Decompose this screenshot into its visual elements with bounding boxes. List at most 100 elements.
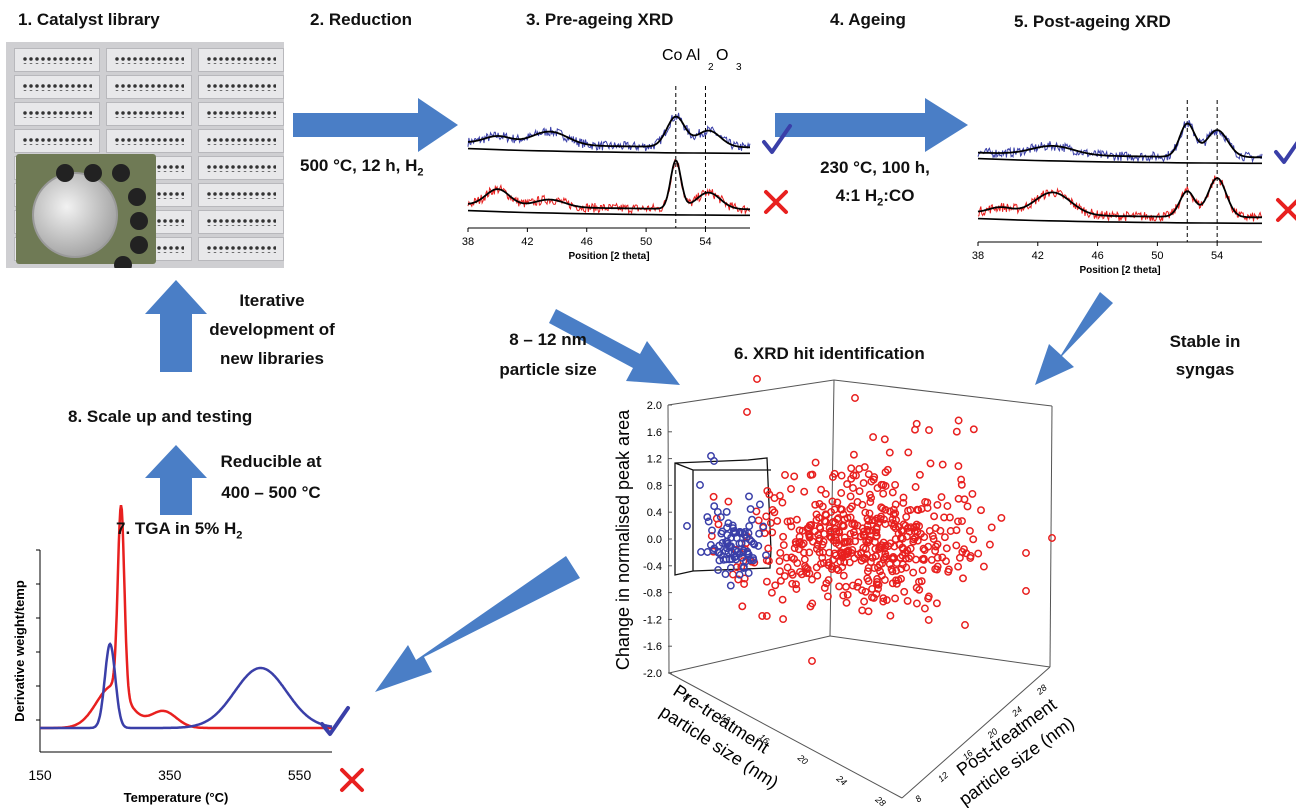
data-point-red (839, 539, 848, 547)
data-point-red (915, 585, 924, 594)
plate (14, 48, 100, 72)
x-tick-label: 46 (581, 236, 593, 248)
tga-trace-red (40, 504, 332, 730)
data-point-red (899, 493, 908, 502)
tga-trace-blue (40, 642, 333, 730)
check-icon (1274, 141, 1296, 164)
data-point-red (915, 577, 923, 586)
xrd-hit-scatter-3d: 2.0 1.6 1.2 0.8 0.4 0.0 -0.4 -0.8 -1.2 -1.6 -2.0 8 1… (613, 375, 1078, 808)
data-point-red (936, 526, 945, 535)
xrd-baseline (467, 147, 750, 155)
data-point-blue (715, 556, 724, 565)
plate (14, 75, 100, 99)
data-point-red (860, 553, 869, 562)
data-point-red (932, 599, 941, 608)
data-point-red (931, 546, 940, 555)
data-point-red (872, 580, 881, 589)
data-point-red (933, 500, 942, 509)
z-tick-label: -2.0 (643, 668, 662, 680)
data-point-red (891, 594, 900, 603)
data-point-red (906, 552, 915, 561)
stable-note: Stable in syngas (1169, 332, 1241, 379)
data-point-red (963, 502, 972, 511)
data-point-blue (739, 562, 748, 571)
data-point-red (942, 557, 950, 566)
data-point-red (881, 482, 890, 490)
check-icon (320, 706, 350, 736)
cross-icon (764, 190, 788, 214)
z-tick-label: -1.6 (643, 641, 662, 653)
data-point-red (766, 519, 775, 527)
data-point-red (812, 510, 821, 519)
plate (198, 129, 284, 153)
data-point-red (821, 490, 830, 498)
data-point-red (888, 488, 897, 497)
data-point-red (775, 491, 784, 500)
data-point-red (954, 517, 962, 526)
data-point-red (826, 528, 834, 537)
data-point-red (906, 544, 915, 553)
data-point-red (904, 506, 912, 515)
data-point-red (899, 498, 908, 507)
data-point-red (846, 529, 855, 538)
plate-dots (113, 82, 185, 92)
cross-icon (1276, 198, 1296, 222)
plate-dots (21, 109, 93, 119)
data-point-red (872, 528, 881, 537)
data-point-red (860, 531, 869, 540)
data-point-red (792, 515, 801, 524)
data-point-red (944, 565, 953, 574)
data-point-red (957, 480, 966, 489)
x-tick-label: 50 (640, 236, 652, 248)
data-point-red (859, 479, 868, 488)
data-point-red (800, 548, 808, 557)
data-point-blue (726, 581, 735, 590)
data-point-red (867, 493, 876, 502)
data-point-red (1022, 587, 1030, 595)
data-point-red (740, 580, 749, 588)
data-point-red (882, 596, 891, 605)
data-point-red (740, 574, 749, 583)
step-3-title: 3. Pre-ageing XRD (526, 10, 674, 29)
plate (14, 102, 100, 126)
back-floor-edge (668, 635, 831, 674)
coin-icon (32, 172, 118, 258)
data-point-red (800, 487, 809, 496)
data-point-red (886, 507, 895, 516)
x-tick-label: 38 (462, 236, 474, 248)
arrow-reduction (293, 98, 458, 152)
data-point-red (832, 539, 841, 548)
data-point-red (819, 537, 828, 546)
data-point-red (781, 471, 789, 479)
data-point-red (779, 541, 788, 550)
data-point-blue (722, 537, 731, 546)
data-point-red (798, 526, 807, 535)
data-point-blue (745, 535, 754, 544)
x-axis-label: Position [2 theta] (1079, 265, 1160, 276)
post-ageing-xrd-chart: 38 42 46 50 54 Position [2 theta] (972, 100, 1296, 276)
data-point-red (997, 513, 1006, 522)
xrd-fit-red (467, 159, 750, 211)
data-point-blue (722, 507, 731, 516)
data-point-red (854, 578, 863, 587)
data-point-red (714, 520, 723, 529)
xrd-fit-red (977, 177, 1262, 219)
data-point-blue (709, 546, 718, 555)
data-point-red (840, 558, 849, 567)
data-point-red (805, 548, 814, 557)
data-point-red (850, 554, 859, 563)
reduction-conditions: 500 °C, 12 h, H2 (300, 156, 424, 179)
data-point-red (952, 541, 961, 550)
data-point-red (864, 607, 873, 616)
data-point-red (754, 516, 763, 525)
plate-dots (205, 190, 277, 200)
data-point-red (808, 657, 816, 665)
data-point-red (805, 531, 813, 539)
phase-label: Co Al (662, 47, 700, 64)
x-tick-label: 24 (834, 773, 849, 788)
data-point-red (779, 532, 788, 541)
data-point-blue (746, 505, 755, 514)
z-tick-label: 2.0 (647, 400, 662, 412)
data-point-red (965, 526, 974, 535)
z-tick-label: -0.8 (643, 588, 662, 600)
